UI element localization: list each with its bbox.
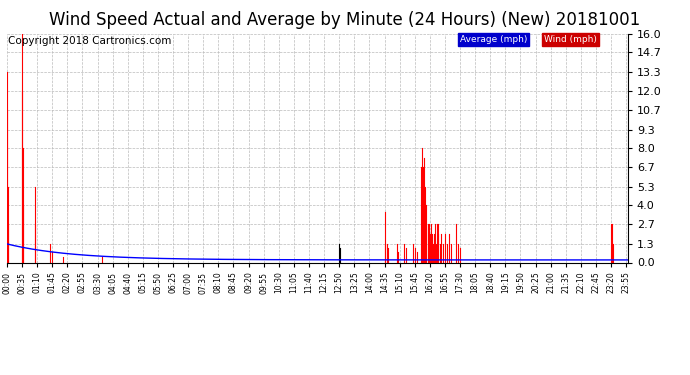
Text: Average (mph): Average (mph) [460,35,528,44]
Text: Wind Speed Actual and Average by Minute (24 Hours) (New) 20181001: Wind Speed Actual and Average by Minute … [50,11,640,29]
Text: Copyright 2018 Cartronics.com: Copyright 2018 Cartronics.com [8,36,171,46]
Text: Wind (mph): Wind (mph) [544,35,597,44]
